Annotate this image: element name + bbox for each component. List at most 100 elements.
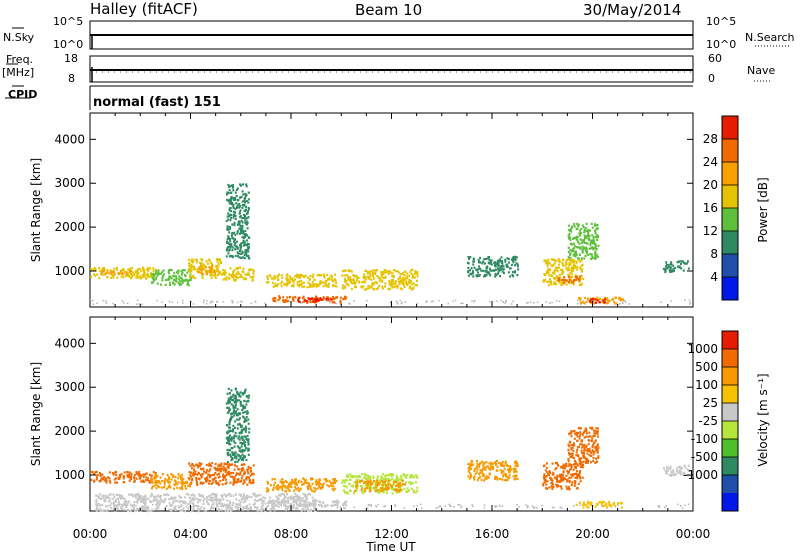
echo-cell [167, 270, 170, 273]
echo-cell [232, 471, 235, 475]
echo-cell [103, 476, 106, 479]
ground-scatter-cell [525, 504, 527, 506]
echo-cell [243, 442, 246, 445]
echo-cell [574, 473, 577, 476]
echo-cell [229, 443, 232, 446]
echo-cell [234, 456, 236, 459]
echo-cell [363, 482, 365, 485]
echo-cell [556, 266, 559, 270]
echo-cell [225, 478, 227, 481]
echo-cell [592, 248, 595, 251]
echo-cell [242, 411, 245, 414]
echo-cell [212, 496, 215, 499]
echo-cell [585, 457, 588, 460]
ground-scatter-cell [403, 507, 406, 509]
echo-cell [413, 272, 416, 276]
echo-cell [320, 298, 323, 301]
echo-cell [223, 469, 225, 472]
echo-cell [267, 488, 270, 491]
echo-cell [147, 497, 150, 500]
ground-scatter-cell [681, 507, 684, 509]
echo-cell [248, 394, 251, 397]
echo-cell [271, 505, 274, 508]
echo-cell [121, 495, 123, 498]
echo-cell [243, 405, 246, 408]
echo-cell [573, 223, 576, 226]
echo-cell [481, 472, 484, 475]
echo-cell [170, 277, 173, 280]
echo-cell [592, 443, 595, 446]
echo-cell [591, 246, 594, 249]
echo-cell [241, 453, 244, 456]
echo-cell [197, 498, 200, 501]
echo-cell [279, 296, 282, 299]
echo-cell [131, 493, 134, 496]
echo-cell [112, 508, 115, 511]
echo-cell [555, 477, 558, 480]
echo-cell [189, 475, 192, 478]
echo-cell [161, 500, 164, 503]
echo-cell [325, 298, 328, 301]
echo-cell [196, 463, 198, 466]
echo-cell [152, 471, 155, 474]
echo-cell [373, 486, 376, 489]
echo-cell [674, 266, 676, 269]
echo-cell [217, 464, 220, 467]
echo-cell [150, 492, 153, 495]
ground-scatter-cell [494, 505, 496, 507]
echo-cell [164, 278, 167, 282]
echo-cell [505, 475, 508, 478]
echo-cell [497, 267, 499, 270]
echo-cell [575, 275, 578, 278]
echo-cell [574, 476, 577, 479]
echo-cell [209, 266, 212, 269]
echo-cell [189, 266, 192, 269]
ground-scatter-cell [353, 506, 356, 508]
echo-cell [510, 258, 513, 261]
echo-cell [141, 500, 144, 503]
echo-cell [391, 492, 394, 495]
echo-cell [495, 475, 498, 479]
echo-cell [130, 277, 133, 280]
echo-cell [125, 504, 128, 507]
echo-cell [196, 270, 199, 273]
echo-cell [236, 245, 239, 248]
echo-cell [561, 278, 564, 281]
echo-cell [281, 276, 284, 279]
echo-cell [349, 276, 352, 279]
ground-scatter-cell [171, 301, 174, 303]
colorbar-segment [722, 277, 738, 301]
echo-cell [570, 448, 573, 451]
echo-cell [228, 189, 231, 192]
echo-cell [583, 238, 586, 242]
echo-cell [244, 193, 247, 196]
echo-cell [480, 269, 483, 272]
echo-cell [243, 472, 246, 475]
echo-cell [373, 282, 376, 286]
echo-cell [122, 475, 125, 478]
echo-cell [292, 499, 295, 502]
echo-cell [272, 507, 275, 510]
echo-cell [365, 478, 368, 481]
echo-cell [298, 497, 301, 500]
echo-cell [306, 485, 309, 488]
echo-cell [591, 257, 594, 260]
echo-cell [229, 501, 232, 505]
ground-scatter-cell [339, 506, 342, 508]
echo-cell [164, 478, 167, 481]
echo-cell [275, 284, 278, 287]
echo-cell [166, 278, 169, 281]
echo-cell [206, 479, 209, 482]
echo-cell [583, 446, 586, 449]
ground-scatter-cell [448, 503, 451, 506]
echo-cell [398, 282, 401, 286]
echo-cell [566, 478, 569, 481]
echo-cell [189, 500, 192, 503]
echo-cell [268, 501, 271, 504]
echo-cell [376, 490, 379, 493]
echo-cell [233, 394, 236, 397]
echo-cell [120, 506, 122, 509]
echo-cell [171, 504, 174, 507]
echo-cell [556, 461, 559, 465]
echo-cell [168, 275, 171, 278]
